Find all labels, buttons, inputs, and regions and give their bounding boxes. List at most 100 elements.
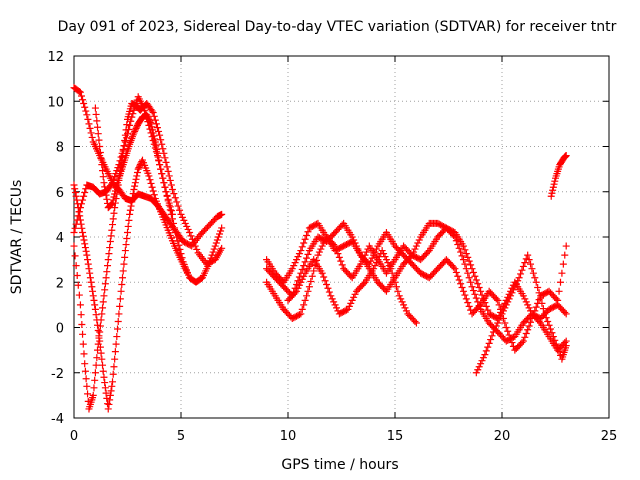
data-point-marker (371, 262, 379, 270)
data-point-marker (94, 123, 102, 131)
y-tick-label: 8 (56, 141, 64, 156)
data-point-marker (492, 322, 500, 330)
data-point-marker (72, 192, 80, 200)
data-point-marker (522, 330, 530, 338)
data-point-marker (492, 295, 500, 303)
data-point-marker (333, 304, 341, 312)
data-point-marker (501, 304, 509, 312)
data-point-marker (86, 269, 94, 277)
data-point-marker (524, 301, 532, 309)
data-point-marker (305, 283, 313, 291)
data-point-marker (524, 251, 532, 259)
data-point-marker (108, 226, 116, 234)
data-point-marker (303, 231, 311, 239)
data-point-marker (174, 202, 182, 210)
data-point-marker (293, 287, 301, 295)
data-point-marker (472, 294, 480, 302)
data-point-marker (143, 112, 151, 120)
data-point-marker (475, 302, 483, 310)
data-point-marker (218, 244, 226, 252)
data-point-marker (112, 340, 120, 348)
data-point-marker (562, 242, 570, 250)
data-point-marker (208, 251, 216, 259)
data-point-marker (105, 400, 113, 408)
data-point-marker (99, 361, 107, 369)
data-point-marker (124, 222, 132, 230)
data-point-marker (109, 370, 117, 378)
data-point-marker (91, 104, 99, 112)
data-point-marker (104, 400, 112, 408)
data-point-marker (562, 310, 570, 318)
data-point-marker (498, 310, 506, 318)
data-point-marker (216, 230, 224, 238)
data-point-marker (475, 363, 483, 371)
data-point-marker (186, 228, 194, 236)
data-point-marker (411, 317, 419, 325)
data-point-marker (479, 295, 487, 303)
data-point-marker (160, 149, 168, 157)
data-point-marker (108, 382, 116, 390)
data-point-marker (314, 251, 322, 259)
data-point-marker (209, 248, 217, 256)
data-point-marker (102, 389, 110, 397)
data-point-marker (474, 280, 482, 288)
data-point-marker (78, 320, 86, 328)
x-tick-label: 0 (70, 429, 78, 444)
data-point-marker (469, 287, 477, 295)
data-point-marker (484, 343, 492, 351)
data-point-marker (384, 259, 392, 267)
data-point-marker (465, 302, 473, 310)
data-point-marker (534, 284, 542, 292)
data-point-marker (81, 240, 89, 248)
data-point-marker (94, 321, 102, 329)
data-point-marker (521, 295, 529, 303)
data-point-marker (157, 136, 165, 144)
y-tick-label: 4 (56, 231, 64, 246)
data-point-marker (481, 299, 489, 307)
data-point-marker (75, 208, 83, 216)
series-s8 (263, 219, 570, 354)
data-point-marker (449, 263, 457, 271)
data-point-marker (338, 261, 346, 269)
data-point-marker (125, 216, 133, 224)
data-point-marker (344, 305, 352, 313)
data-point-marker (469, 268, 477, 276)
data-point-marker (178, 213, 186, 221)
data-point-marker (96, 143, 104, 150)
data-point-marker (342, 306, 350, 314)
data-point-marker (180, 216, 188, 224)
y-tick-label: 0 (56, 322, 64, 337)
data-point-marker (82, 107, 90, 115)
data-point-marker (482, 302, 490, 310)
data-point-marker (110, 193, 118, 201)
data-point-marker (110, 209, 118, 217)
data-point-marker (146, 118, 154, 126)
data-point-marker (457, 248, 465, 256)
data-point-marker (464, 253, 472, 261)
data-point-marker (84, 256, 92, 264)
data-point-marker (110, 363, 118, 371)
data-point-marker (85, 120, 93, 128)
data-point-marker (472, 276, 480, 284)
data-point-marker (111, 190, 119, 198)
data-point-marker (143, 111, 151, 119)
data-point-marker (82, 247, 90, 255)
series-s10 (472, 251, 570, 377)
data-point-marker (111, 187, 119, 195)
data-point-marker (548, 329, 556, 337)
data-point-marker (100, 373, 108, 381)
data-point-marker (468, 265, 476, 273)
data-point-marker (508, 289, 516, 297)
data-point-marker (211, 242, 219, 250)
data-point-marker (97, 155, 105, 163)
data-point-marker (170, 190, 178, 198)
data-point-marker (99, 173, 107, 181)
data-point-marker (76, 301, 84, 309)
data-point-marker (79, 232, 87, 240)
data-point-marker (107, 387, 115, 395)
data-point-marker (75, 87, 83, 95)
data-point-marker (151, 116, 159, 124)
data-point-marker (109, 221, 117, 229)
data-point-marker (317, 245, 325, 253)
data-point-marker (148, 183, 156, 191)
